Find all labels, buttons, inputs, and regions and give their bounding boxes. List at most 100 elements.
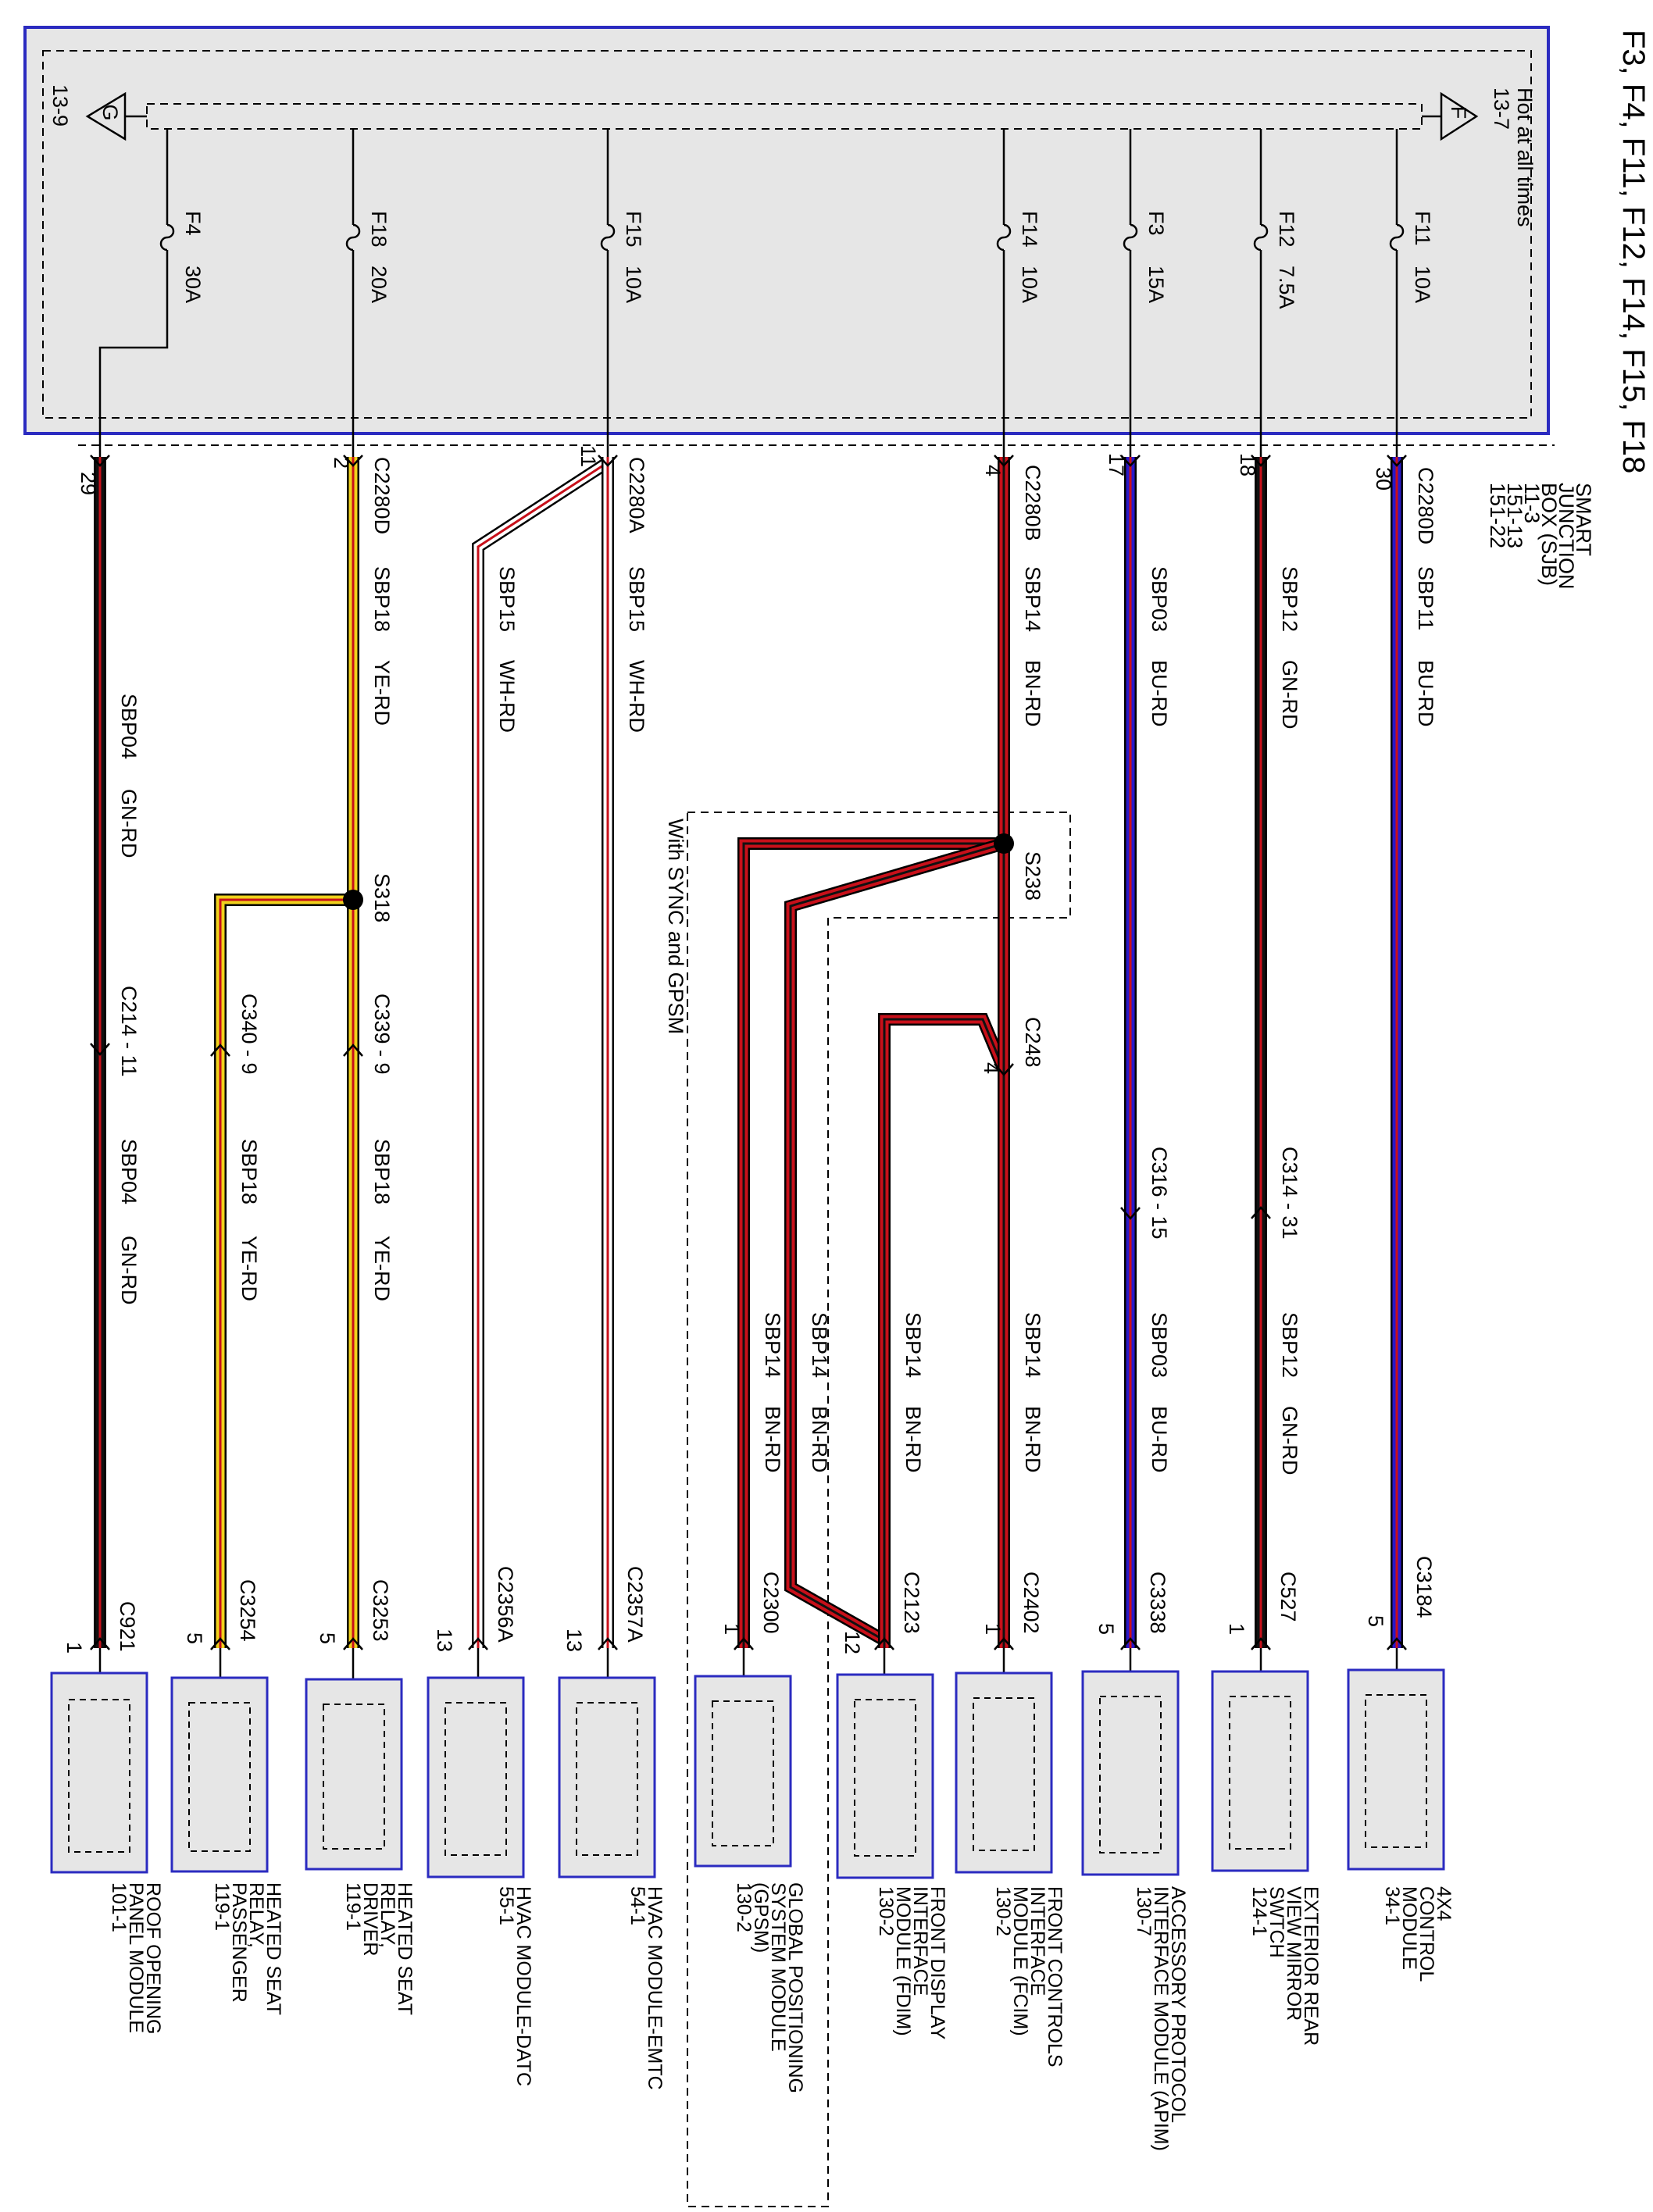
sjb-name-line: SMART <box>1572 483 1595 556</box>
sjb-frame <box>23 26 1550 435</box>
output-pin: 2 <box>330 457 353 469</box>
wire-color: BU-RD <box>1414 660 1437 727</box>
module-pin: 5 <box>1364 1615 1387 1627</box>
module-name-line: INTERFACE MODULE (APIM) <box>1150 1886 1172 2151</box>
wire-color: YE-RD <box>370 1236 394 1301</box>
circuit-id: SBP18 <box>370 1139 394 1204</box>
sjb-output-connectors: 29 2 C2280D 11 C2280A 4 C2280B 17 18 30 … <box>77 445 1437 544</box>
module-name-line: HEATED SEAT <box>262 1882 284 2015</box>
fuse-f12: F12 7.5A <box>1253 129 1298 457</box>
module-hvac-datc: C2356A 13 HVAC MODULE-DATC 55-1 <box>427 1566 534 2086</box>
inline-c214: C214 - 11 <box>117 986 141 1077</box>
module-connector: C3253 <box>369 1579 392 1642</box>
circuit-id: SBP14 <box>901 1312 925 1378</box>
wire-color: BU-RD <box>1148 1406 1171 1473</box>
module-pin: 5 <box>1094 1623 1118 1635</box>
module-connector: C2402 <box>1019 1572 1043 1634</box>
module-pin: 5 <box>316 1632 339 1644</box>
module-connector: C2300 <box>759 1572 783 1634</box>
module-pin: 13 <box>433 1629 456 1652</box>
inline-c314: C314 - 31 <box>1278 1147 1301 1240</box>
sjb-name-line: JUNCTION <box>1555 483 1578 590</box>
fuse-id: F18 <box>367 211 391 248</box>
module-name-line: 130-2 <box>875 1886 897 1936</box>
sjb-name-line: BOX (SJB) <box>1537 483 1561 586</box>
output-pin: 4 <box>981 465 1005 476</box>
splice-s318-label: S318 <box>370 873 394 922</box>
fuse-amps: 20A <box>367 266 391 303</box>
module-name-line: FRONT DISPLAY <box>926 1886 948 2040</box>
fuse-amps: 15A <box>1144 266 1168 303</box>
splice-s238-label: S238 <box>1021 851 1044 901</box>
wire-sbp14-fdim-via-s238 <box>784 837 1006 1646</box>
wire-color: YE-RD <box>370 660 394 726</box>
output-pin: 17 <box>1105 453 1128 476</box>
circuit-id: SBP03 <box>1148 566 1171 632</box>
wire-color: BU-RD <box>1148 660 1171 727</box>
fuse-amps: 10A <box>1018 266 1041 303</box>
fuse-f4: F4 30A <box>98 129 205 457</box>
module-name-line: (GPSM) <box>750 1882 772 1953</box>
module-name-line: RELAY, <box>377 1882 398 1948</box>
module-name-line: ACCESSORY PROTOCOL <box>1167 1886 1189 2123</box>
sjb-ref: 151-22 <box>1486 483 1509 548</box>
module-hvac-emtc: C2357A 13 HVAC MODULE-EMTC 54-1 <box>558 1566 666 2090</box>
splice-s238-dot <box>994 833 1014 854</box>
circuit-id: SBP15 <box>495 566 519 632</box>
inline-c316: C316 - 15 <box>1148 1147 1171 1240</box>
module-name-line: CONTROL <box>1416 1886 1437 1982</box>
circuit-id: SBP14 <box>1021 566 1044 632</box>
fuse-id: F11 <box>1411 211 1434 246</box>
wire-color: GN-RD <box>117 1236 141 1305</box>
ground-ref: 13-9 <box>48 84 72 127</box>
fuse-f14: F14 10A <box>996 129 1041 457</box>
module-name-line: GLOBAL POSITIONING <box>784 1882 806 2093</box>
fuse-amps: 10A <box>1411 266 1434 303</box>
circuit-id: SBP12 <box>1278 566 1301 632</box>
module-4x4-control: C3184 5 4X4 CONTROL MODULE 34-1 <box>1347 1556 1455 1982</box>
fuse-id: F14 <box>1018 211 1041 248</box>
module-name-line: RELAY, <box>245 1882 267 1948</box>
sjb-power-bus <box>146 103 1423 130</box>
module-connector: C3338 <box>1146 1572 1169 1634</box>
module-name-line: PASSENGER <box>228 1882 250 2003</box>
module-name-line: MODULE (FDIM) <box>892 1886 914 2036</box>
wire-sbp15-datc <box>472 457 612 1648</box>
module-gpsm: C2300 1 GLOBAL POSITIONING SYSTEM MODULE… <box>694 1572 806 2093</box>
sjb-ref: 11-3 <box>1520 483 1544 523</box>
module-name-line: 124-1 <box>1248 1886 1270 1936</box>
sjb-label: SMART JUNCTION BOX (SJB) 11-3 151-13 151… <box>1486 483 1595 590</box>
circuit-id: SBP14 <box>761 1312 784 1378</box>
module-connector: C2357A <box>623 1566 647 1643</box>
fuse-amps: 30A <box>181 266 205 303</box>
fuse-f11: F11 10A <box>1389 129 1434 457</box>
module-connector: C2123 <box>900 1572 923 1634</box>
module-pin: 5 <box>183 1632 206 1644</box>
output-connector: C2280D <box>1414 467 1437 544</box>
module-pin: 12 <box>841 1631 864 1654</box>
wire-color: WH-RD <box>625 660 648 733</box>
module-name-line: SYSTEM MODULE <box>767 1882 789 2052</box>
module-name-line: 130-2 <box>992 1886 1014 1936</box>
module-name-line: DRIVER <box>359 1882 381 1956</box>
module-name-line: 54-1 <box>627 1886 648 1925</box>
fuse-id: F4 <box>181 211 205 236</box>
output-connector: C2280D <box>370 457 394 534</box>
module-pin: 1 <box>62 1642 86 1654</box>
splice-s318-dot <box>343 890 363 910</box>
wire-color: BN-RD <box>808 1406 831 1473</box>
module-pin: 1 <box>720 1623 744 1635</box>
circuit-id: SBP04 <box>117 694 141 759</box>
module-name-line: HVAC MODULE-DATC <box>512 1886 534 2086</box>
feed-f-icon: F 13-7 Hot at all times <box>1422 87 1537 227</box>
inline-c339: C339 - 9 <box>370 994 394 1075</box>
module-name-line: 4X4 <box>1433 1886 1455 1921</box>
module-roof-opening: C921 1 ROOF OPENING PANEL MODULE 101-1 <box>50 1601 164 2034</box>
module-heated-seat-passenger: C3254 5 HEATED SEAT RELAY, PASSENGER 119… <box>170 1579 284 2015</box>
module-connector: C2356A <box>494 1566 517 1643</box>
fuse-f15: F15 10A <box>600 129 645 457</box>
wire-color: BN-RD <box>1021 1406 1044 1473</box>
wire-color: GN-RD <box>1278 1406 1301 1475</box>
module-pin: 1 <box>1225 1623 1248 1635</box>
module-connector: C3254 <box>236 1579 259 1642</box>
